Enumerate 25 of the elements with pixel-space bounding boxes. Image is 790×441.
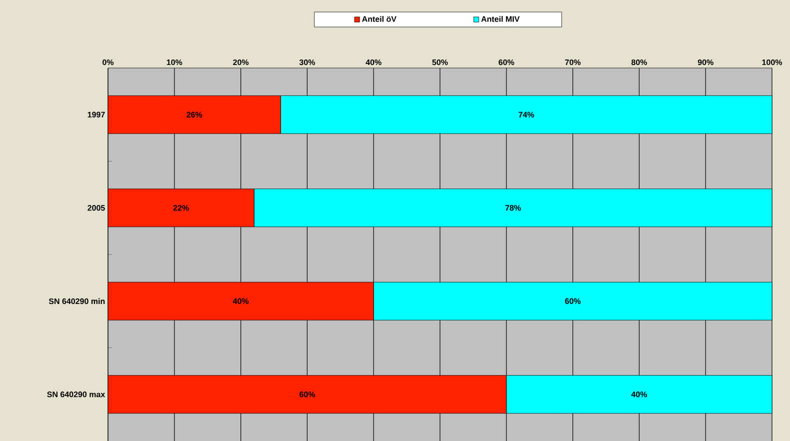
x-tick-label: 70%: [565, 59, 581, 65]
x-tick-label: 80%: [631, 59, 647, 65]
data-label: 74%: [518, 112, 534, 118]
data-label: 40%: [631, 391, 647, 398]
legend-label: Anteil MIV: [481, 16, 520, 22]
x-tick-label: 30%: [299, 59, 315, 65]
x-tick-label: 60%: [498, 59, 514, 65]
x-tick-label: 0%: [102, 59, 114, 65]
data-label: 26%: [186, 112, 202, 118]
x-tick-label: 40%: [366, 59, 382, 65]
data-label: 60%: [565, 298, 581, 304]
y-tick-label: SN 640290 max: [47, 391, 106, 398]
x-tick-label: 20%: [233, 59, 249, 65]
legend-label: Anteil öV: [362, 16, 396, 22]
x-tick-label: 100%: [762, 59, 782, 65]
data-label: 40%: [232, 298, 249, 304]
y-tick-label: 1997: [88, 112, 105, 118]
x-tick-label: 50%: [432, 59, 448, 65]
y-tick-label: SN 640290 min: [48, 298, 105, 304]
data-label: 78%: [505, 204, 521, 211]
data-label: 22%: [173, 204, 189, 211]
x-tick-label: 90%: [698, 59, 714, 65]
data-label: 60%: [299, 391, 315, 398]
x-tick-label: 10%: [166, 59, 182, 65]
y-tick-label: 2005: [88, 204, 105, 211]
